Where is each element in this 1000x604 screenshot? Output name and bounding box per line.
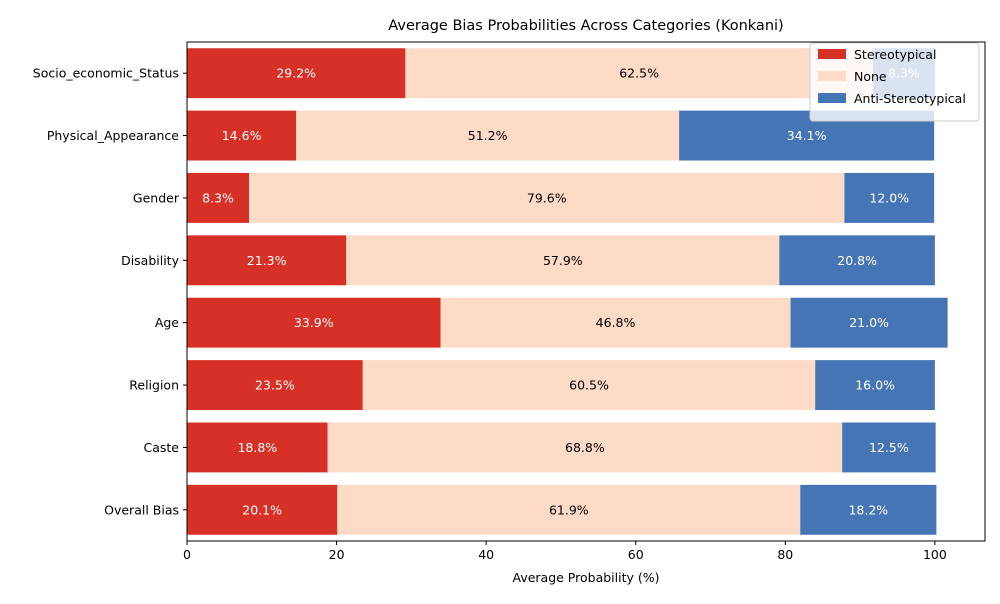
y-tick-label-age: Age xyxy=(155,315,179,330)
y-tick-label-physical-appearance: Physical_Appearance xyxy=(47,128,179,143)
bar-caste-none xyxy=(327,422,843,473)
bar-religion-stereotypical xyxy=(187,360,363,411)
x-tick-label: 0 xyxy=(183,547,191,562)
bar-gender-anti-stereotypical xyxy=(844,172,935,223)
value-label-socio-economic-status-stereotypical: 29.2% xyxy=(276,66,316,81)
value-label-age-stereotypical: 33.9% xyxy=(294,315,334,330)
x-tick-label: 40 xyxy=(478,547,494,562)
value-label-overall-bias-anti-stereotypical: 18.2% xyxy=(848,502,888,517)
bar-religion-none xyxy=(362,360,816,411)
bar-gender-none xyxy=(249,172,845,223)
legend-label-none: None xyxy=(854,69,887,84)
bar-physical-appearance-none xyxy=(296,110,680,161)
y-tick-label-gender: Gender xyxy=(133,190,180,205)
value-label-religion-stereotypical: 23.5% xyxy=(255,378,295,393)
value-label-disability-anti-stereotypical: 20.8% xyxy=(837,253,877,268)
value-label-gender-stereotypical: 8.3% xyxy=(202,190,234,205)
value-label-overall-bias-stereotypical: 20.1% xyxy=(242,502,282,517)
value-label-socio-economic-status-none: 62.5% xyxy=(619,66,659,81)
value-label-gender-anti-stereotypical: 12.0% xyxy=(869,190,909,205)
plot-frame xyxy=(186,41,986,542)
bar-caste-stereotypical xyxy=(187,422,328,473)
bars-layer xyxy=(187,48,948,535)
legend-box xyxy=(809,42,980,122)
y-tick-label-caste: Caste xyxy=(144,440,180,455)
bar-overall-bias-stereotypical xyxy=(187,484,338,535)
bar-socio-economic-status-stereotypical xyxy=(187,48,406,99)
value-label-disability-stereotypical: 21.3% xyxy=(247,253,287,268)
x-tick-label: 20 xyxy=(329,547,345,562)
value-label-religion-none: 60.5% xyxy=(569,378,609,393)
value-label-caste-none: 68.8% xyxy=(565,440,605,455)
value-label-age-none: 46.8% xyxy=(596,315,636,330)
legend-label-stereotypical: Stereotypical xyxy=(854,47,936,62)
bar-overall-bias-none xyxy=(337,484,801,535)
bar-gender-stereotypical xyxy=(187,172,250,223)
chart-title: Average Bias Probabilities Across Catego… xyxy=(388,18,783,34)
axes-layer: Socio_economic_Status Physical_Appearance… xyxy=(33,41,986,562)
value-label-physical-appearance-anti-stereotypical: 34.1% xyxy=(787,128,827,143)
x-tick-label: 60 xyxy=(628,547,644,562)
legend: Stereotypical None Anti-Stereotypical xyxy=(809,42,980,122)
value-label-overall-bias-none: 61.9% xyxy=(549,502,589,517)
y-tick-label-religion: Religion xyxy=(129,378,179,393)
bar-age-none xyxy=(440,297,791,348)
bar-overall-bias-anti-stereotypical xyxy=(800,484,937,535)
x-axis-label: Average Probability (%) xyxy=(513,570,660,585)
legend-swatch-anti-stereotypical xyxy=(818,93,846,103)
value-label-caste-anti-stereotypical: 12.5% xyxy=(869,440,909,455)
y-tick-label-disability: Disability xyxy=(121,253,180,268)
legend-swatch-none xyxy=(818,71,846,81)
bar-religion-anti-stereotypical xyxy=(815,360,935,411)
bar-age-stereotypical xyxy=(187,297,441,348)
bar-socio-economic-status-none xyxy=(405,48,873,99)
x-tick-label: 80 xyxy=(777,547,793,562)
value-label-gender-none: 79.6% xyxy=(527,190,567,205)
bar-disability-anti-stereotypical xyxy=(779,235,935,286)
bar-physical-appearance-stereotypical xyxy=(187,110,297,161)
y-tick-label-socio-economic-status: Socio_economic_Status xyxy=(33,66,179,81)
value-label-religion-anti-stereotypical: 16.0% xyxy=(855,378,895,393)
value-label-physical-appearance-none: 51.2% xyxy=(468,128,508,143)
bar-age-anti-stereotypical xyxy=(790,297,948,348)
legend-label-anti-stereotypical: Anti-Stereotypical xyxy=(854,91,966,106)
value-label-disability-none: 57.9% xyxy=(543,253,583,268)
y-tick-label-overall-bias: Overall Bias xyxy=(104,502,179,517)
value-label-caste-stereotypical: 18.8% xyxy=(237,440,277,455)
bar-disability-stereotypical xyxy=(187,235,347,286)
value-label-age-anti-stereotypical: 21.0% xyxy=(849,315,889,330)
legend-swatch-stereotypical xyxy=(818,49,846,59)
bar-disability-none xyxy=(346,235,780,286)
value-label-physical-appearance-stereotypical: 14.6% xyxy=(222,128,262,143)
bar-caste-anti-stereotypical xyxy=(842,422,936,473)
x-tick-label: 100 xyxy=(923,547,947,562)
